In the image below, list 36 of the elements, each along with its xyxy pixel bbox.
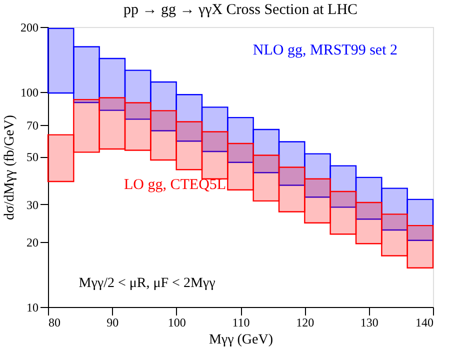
y-tick-label: 10 (26, 300, 38, 314)
x-tick-label: 130 (360, 316, 378, 330)
y-tick-label: 30 (26, 198, 38, 212)
y-axis-title: dσ/dMγγ (fb/GeV) (2, 114, 18, 220)
x-tick-label: 90 (106, 316, 119, 330)
bar (124, 102, 152, 151)
bar (330, 190, 357, 235)
bar (304, 178, 331, 224)
text: NLO gg, MRST99 set 2 (252, 42, 398, 58)
bar (201, 131, 228, 180)
y-tick-label: 70 (26, 118, 38, 133)
bar (176, 121, 203, 170)
y-tick-label: 100 (20, 85, 38, 100)
bar (252, 154, 280, 202)
x-tick-label: 100 (168, 316, 186, 330)
x-axis-title: Mγγ (GeV) (208, 332, 274, 348)
x-tick-label: 80 (48, 316, 60, 330)
bar (355, 202, 382, 244)
y-tick-label: 50 (26, 150, 38, 164)
bar (98, 97, 126, 150)
bar (47, 134, 74, 182)
bar (381, 214, 408, 256)
x-tick-label: 120 (296, 316, 314, 330)
bar (227, 142, 254, 191)
bar (406, 224, 434, 268)
y-tick-label: 20 (26, 236, 38, 250)
y-tick-label: 200 (20, 20, 38, 34)
bar (47, 28, 74, 94)
bar (278, 166, 306, 212)
x-tick-label: 110 (232, 316, 250, 330)
series-label: LO gg, CTEQ5L (124, 176, 226, 193)
bar (150, 110, 177, 161)
bar (73, 98, 100, 153)
chart-title: pp → gg → γγX Cross Section at LHC (123, 2, 358, 18)
annotation: Mγγ/2 < μR, μF < 2Mγγ (78, 276, 216, 292)
x-tick-label: 140 (416, 316, 434, 330)
